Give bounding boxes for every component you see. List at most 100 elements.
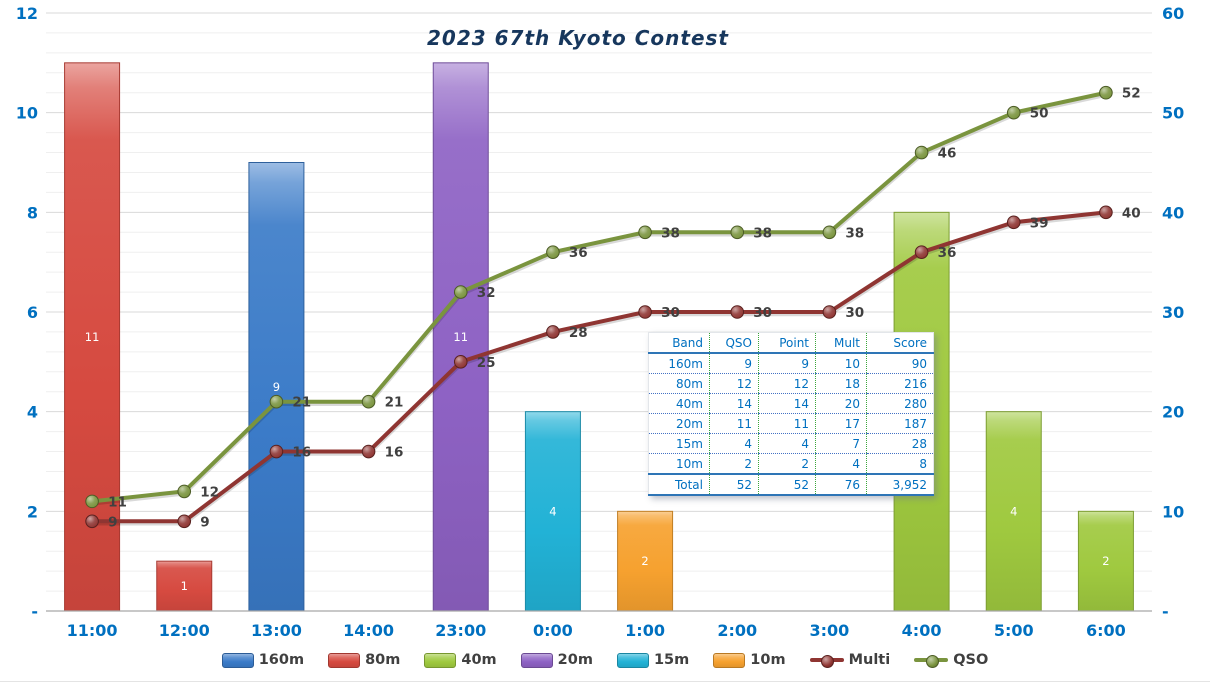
table-cell: 3,952	[866, 473, 934, 496]
bar-160m-13:00[interactable]	[248, 162, 305, 612]
right-axis-tick: 50	[1162, 104, 1184, 123]
left-axis-tick: 6	[27, 303, 38, 322]
legend-item-multi[interactable]: Multi	[809, 652, 891, 668]
line-Multi[interactable]	[90, 210, 1108, 524]
data-label-QSO-5:00: 50	[1030, 106, 1049, 122]
bar-value-40m-6:00: 2	[1102, 554, 1109, 568]
table-cell: 20	[815, 393, 867, 414]
table-row-80m: 80m 12 12 18 216	[648, 373, 934, 394]
marker-QSO-2:00[interactable]	[730, 225, 745, 240]
marker-QSO-13:00[interactable]	[269, 394, 284, 409]
table-cell: 18	[815, 373, 867, 394]
marker-QSO-0:00[interactable]	[546, 245, 560, 259]
legend-label: 160m	[258, 652, 305, 668]
marker-Multi-13:00[interactable]	[269, 444, 284, 459]
marker-Multi-3:00[interactable]	[822, 305, 837, 319]
legend-item-qso[interactable]: QSO	[914, 652, 988, 668]
x-axis-label-3:00: 3:00	[810, 621, 850, 640]
legend-line-qso-icon	[914, 654, 949, 668]
table-cell: 80m	[648, 373, 710, 394]
marker-Multi-4:00[interactable]	[914, 245, 929, 259]
table-row-40m: 40m 14 14 20 280	[648, 393, 934, 414]
table-cell: 20m	[648, 413, 710, 434]
legend-item-20m[interactable]: 20m	[520, 652, 593, 668]
x-axis-label-0:00: 0:00	[533, 621, 573, 640]
marker-Multi-0:00[interactable]	[546, 325, 560, 339]
x-axis-label-6:00: 6:00	[1086, 621, 1126, 640]
x-axis-label-5:00: 5:00	[994, 621, 1034, 640]
data-label-Multi-23:00: 25	[477, 355, 496, 371]
marker-QSO-14:00[interactable]	[361, 394, 376, 409]
marker-QSO-23:00[interactable]	[453, 285, 468, 299]
right-axis-tick: 20	[1162, 403, 1184, 422]
data-label-QSO-14:00: 21	[385, 395, 404, 411]
legend-item-80m[interactable]: 80m	[328, 652, 400, 668]
table-cell: 14	[758, 393, 816, 414]
marker-Multi-5:00[interactable]	[1006, 215, 1021, 230]
table-cell: 160m	[648, 353, 710, 374]
bar-value-80m-12:00: 1	[181, 579, 188, 593]
marker-Multi-6:00[interactable]	[1099, 205, 1113, 220]
data-label-Multi-3:00: 30	[845, 305, 864, 321]
chart-legend: 160m 80m 40m 20m 15m 10m Multi QSO	[0, 646, 1210, 674]
marker-Multi-11:00[interactable]	[85, 514, 99, 529]
marker-Multi-14:00[interactable]	[361, 444, 376, 459]
marker-Multi-2:00[interactable]	[730, 305, 745, 319]
table-row-15m: 15m 4 4 7 28	[648, 433, 934, 454]
table-cell: 76	[815, 473, 867, 496]
legend-item-40m[interactable]: 40m	[424, 652, 497, 668]
table-cell: 40m	[648, 393, 710, 414]
bar-20m-23:00[interactable]	[432, 62, 489, 612]
bar-10m-1:00[interactable]	[617, 510, 674, 612]
table-row-20m: 20m 11 11 17 187	[648, 413, 934, 434]
legend-label: 20m	[557, 652, 593, 668]
legend-label: 15m	[653, 652, 690, 668]
legend-swatch-40m-icon	[424, 652, 457, 668]
data-label-QSO-3:00: 38	[845, 225, 864, 241]
marker-Multi-12:00[interactable]	[177, 514, 192, 529]
table-header-mult: Mult	[815, 332, 867, 354]
table-cell: 90	[866, 353, 934, 374]
marker-QSO-6:00[interactable]	[1099, 85, 1113, 100]
x-axis-label-12:00: 12:00	[159, 621, 210, 640]
chart-title[interactable]: 2023 67th Kyoto Contest	[427, 26, 729, 50]
marker-QSO-11:00[interactable]	[85, 494, 99, 509]
x-axis-label-2:00: 2:00	[717, 621, 757, 640]
bar-value-20m-23:00: 11	[453, 330, 468, 344]
bar-value-80m-11:00: 11	[85, 330, 100, 344]
table-cell: 187	[866, 413, 934, 434]
data-label-Multi-2:00: 30	[753, 305, 772, 321]
score-table[interactable]: Band QSO Point Mult Score 160m 9 9 10 90 80m 12 12 18…	[648, 332, 934, 496]
right-axis-tick: 30	[1162, 303, 1184, 322]
x-axis-label-1:00: 1:00	[625, 621, 665, 640]
left-axis-tick: 2	[27, 502, 38, 521]
bar-15m-0:00[interactable]	[524, 411, 581, 612]
marker-QSO-5:00[interactable]	[1006, 105, 1021, 120]
table-cell: Total	[648, 473, 710, 496]
left-axis-tick: 10	[16, 104, 38, 123]
table-cell: 9	[758, 353, 816, 374]
data-label-QSO-6:00: 52	[1122, 86, 1141, 102]
legend-label: Multi	[848, 652, 891, 668]
marker-QSO-12:00[interactable]	[177, 484, 192, 499]
table-cell: 10m	[648, 453, 710, 475]
x-axis-label-13:00: 13:00	[251, 621, 302, 640]
table-cell: 52	[758, 473, 816, 496]
legend-line-marker	[821, 654, 835, 668]
legend-item-10m[interactable]: 10m	[713, 652, 786, 668]
line-QSO[interactable]	[90, 90, 1108, 504]
marker-Multi-1:00[interactable]	[638, 305, 652, 319]
right-axis-tick: 10	[1162, 502, 1184, 521]
legend-item-160m[interactable]: 160m	[221, 652, 305, 668]
marker-QSO-1:00[interactable]	[638, 225, 652, 240]
marker-Multi-23:00[interactable]	[453, 355, 468, 369]
legend-swatch-10m-icon	[713, 652, 746, 668]
table-cell: 8	[866, 453, 934, 475]
right-axis-tick: 40	[1162, 203, 1184, 222]
legend-item-15m[interactable]: 15m	[616, 652, 690, 668]
bar-80m-12:00[interactable]	[156, 560, 213, 612]
marker-QSO-4:00[interactable]	[914, 145, 929, 160]
bar-40m-5:00[interactable]	[985, 411, 1042, 612]
marker-QSO-3:00[interactable]	[822, 225, 837, 240]
